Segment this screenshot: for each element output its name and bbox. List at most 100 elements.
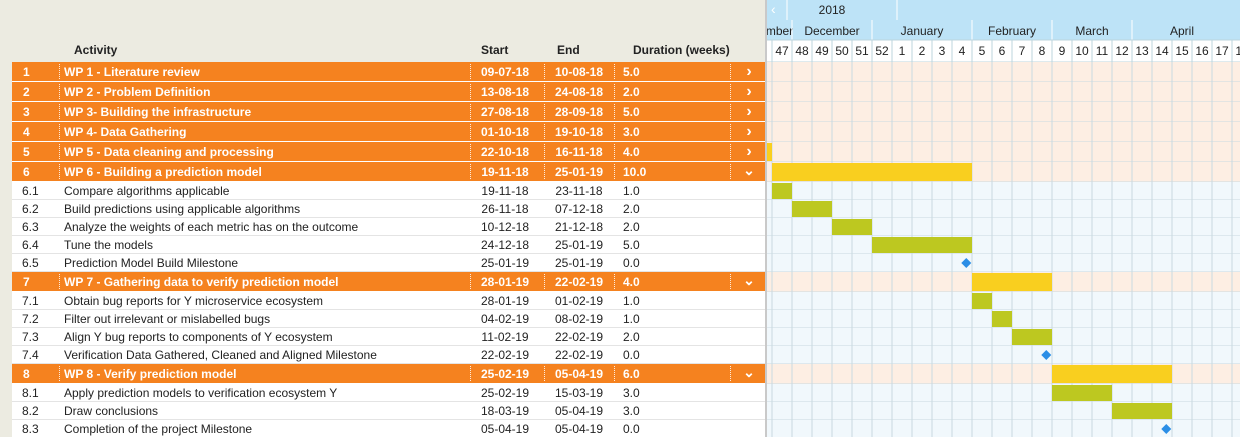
week-label: 11 xyxy=(1096,44,1109,58)
wp-row-3[interactable]: 3 WP 3- Building the infrastructure 27-08-… xyxy=(12,102,765,122)
row-activity: Compare algorithms applicable xyxy=(64,183,230,198)
chevron-right-icon[interactable]: › xyxy=(746,102,752,120)
chevron-down-icon[interactable]: ⌄ xyxy=(743,364,755,380)
wp-row-2[interactable]: 2 WP 2 - Problem Definition 13-08-18 24-08-… xyxy=(12,82,765,102)
row-end-date: 05-04-19 xyxy=(554,366,604,381)
row-number: 8.1 xyxy=(22,385,39,400)
task-bar[interactable] xyxy=(1112,403,1172,419)
gantt-row-band xyxy=(767,102,1240,122)
row-activity: Obtain bug reports for Y microservice ec… xyxy=(64,293,323,308)
gantt-row-band xyxy=(767,122,1240,142)
milestone-marker[interactable] xyxy=(1041,350,1052,360)
gantt-canvas[interactable]: ‹ 2018 mber December January February March Apr… xyxy=(767,0,1240,437)
milestone-marker[interactable] xyxy=(961,258,972,268)
task-bar[interactable] xyxy=(792,201,832,217)
column-separator xyxy=(730,64,731,79)
row-start-date: 27-08-18 xyxy=(480,104,530,119)
wp-row-4[interactable]: 4 WP 4- Data Gathering 01-10-18 19-10-18 3.0… xyxy=(12,122,765,142)
week-label: 16 xyxy=(1195,44,1209,58)
week-label: 17 xyxy=(1215,44,1229,58)
month-label: December xyxy=(804,24,859,38)
task-row-8-2[interactable]: 8.2 Draw conclusions 18-03-19 05-04-19 3.0 xyxy=(12,402,765,420)
header-activity[interactable]: Activity xyxy=(74,43,118,57)
row-start-date: 25-02-19 xyxy=(480,366,530,381)
wp-row-7[interactable]: 7 WP 7 - Gathering data to verify predict… xyxy=(12,272,765,292)
row-end-date: 01-02-19 xyxy=(554,293,604,308)
header-start[interactable]: Start xyxy=(481,43,509,57)
task-row-8-1[interactable]: 8.1 Apply prediction models to verificati… xyxy=(12,384,765,402)
wp-row-1[interactable]: 1 WP 1 - Literature review 09-07-18 10-08-1… xyxy=(12,62,765,82)
row-end-date: 22-02-19 xyxy=(554,329,604,344)
task-row-6-1[interactable]: 6.1 Compare algorithms applicable 19-11-18… xyxy=(12,182,765,200)
wp-bar[interactable] xyxy=(1052,365,1172,383)
task-bar[interactable] xyxy=(992,311,1012,327)
milestone-row-6-5[interactable]: 6.5 Prediction Model Build Milestone 25-01… xyxy=(12,254,765,272)
row-end-date: 24-08-18 xyxy=(554,84,604,99)
wp-row-8[interactable]: 8 WP 8 - Verify prediction model 25-02-19 0… xyxy=(12,364,765,384)
row-end-date: 05-04-19 xyxy=(554,403,604,418)
task-row-7-1[interactable]: 7.1 Obtain bug reports for Y microservice… xyxy=(12,292,765,310)
column-separator xyxy=(470,144,471,159)
chevron-down-icon[interactable]: ⌄ xyxy=(743,272,755,288)
week-label: 13 xyxy=(1135,44,1149,58)
column-separator xyxy=(470,366,471,381)
task-bar[interactable] xyxy=(872,237,972,253)
column-separator xyxy=(614,124,615,139)
row-number: 8.3 xyxy=(22,421,39,436)
milestone-row-8-3[interactable]: 8.3 Completion of the project Milestone 05… xyxy=(12,420,765,437)
chevron-right-icon[interactable]: › xyxy=(746,142,752,160)
task-row-7-2[interactable]: 7.2 Filter out irrelevant or mislabelled … xyxy=(12,310,765,328)
week-label: 2 xyxy=(919,44,926,58)
wp-row-6[interactable]: 6 WP 6 - Building a prediction model 19-11… xyxy=(12,162,765,182)
row-end-date: 21-12-18 xyxy=(554,219,604,234)
chevron-right-icon[interactable]: › xyxy=(746,82,752,100)
chevron-right-icon[interactable]: › xyxy=(746,62,752,80)
task-row-7-3[interactable]: 7.3 Align Y bug reports to components of … xyxy=(12,328,765,346)
header-end[interactable]: End xyxy=(557,43,580,57)
task-row-6-2[interactable]: 6.2 Build predictions using applicable al… xyxy=(12,200,765,218)
task-row-6-4[interactable]: 6.4 Tune the models 24-12-18 25-01-19 5.0 xyxy=(12,236,765,254)
row-number: 7.4 xyxy=(22,347,39,362)
gantt-chart[interactable]: ‹ 2018 mber December January February March Apr… xyxy=(765,0,1240,437)
gantt-row-band xyxy=(767,420,1240,437)
arrow-left-icon[interactable]: ‹ xyxy=(771,1,776,17)
row-number: 7.1 xyxy=(22,293,39,308)
scroll-left-area[interactable] xyxy=(767,0,787,20)
milestone-row-7-4[interactable]: 7.4 Verification Data Gathered, Cleaned a… xyxy=(12,346,765,364)
row-end-date: 10-08-18 xyxy=(554,64,604,79)
column-separator xyxy=(544,366,545,381)
week-bar xyxy=(767,40,1240,62)
task-row-6-3[interactable]: 6.3 Analyze the weights of each metric ha… xyxy=(12,218,765,236)
gantt-row-band xyxy=(767,62,1240,82)
wp-row-5[interactable]: 5 WP 5 - Data cleaning and processing 22-1… xyxy=(12,142,765,162)
task-bar[interactable] xyxy=(1012,329,1052,345)
wp-bar[interactable] xyxy=(772,163,972,181)
task-bar[interactable] xyxy=(832,219,872,235)
month-label: mber xyxy=(767,24,793,38)
column-separator xyxy=(59,164,60,179)
wp-bar[interactable] xyxy=(767,143,772,161)
row-start-date: 05-04-19 xyxy=(480,421,530,436)
row-number: 7 xyxy=(23,274,30,289)
task-bar[interactable] xyxy=(772,183,792,199)
row-end-date: 25-01-19 xyxy=(554,164,604,179)
row-activity: Draw conclusions xyxy=(64,403,159,418)
column-separator xyxy=(470,274,471,289)
header-duration[interactable]: Duration (weeks) xyxy=(633,43,730,57)
row-activity: WP 5 - Data cleaning and processing xyxy=(64,144,274,159)
task-bar[interactable] xyxy=(972,293,992,309)
milestone-marker[interactable] xyxy=(1161,424,1172,434)
row-number: 6.4 xyxy=(22,237,39,252)
week-label: 4 xyxy=(959,44,966,58)
row-start-date: 22-10-18 xyxy=(480,144,530,159)
gantt-row-band xyxy=(767,254,1240,272)
task-bar[interactable] xyxy=(1052,385,1112,401)
row-activity: Align Y bug reports to components of Y e… xyxy=(64,329,333,344)
row-number: 6.3 xyxy=(22,219,39,234)
chevron-right-icon[interactable]: › xyxy=(746,122,752,140)
chevron-down-icon[interactable]: ⌄ xyxy=(743,162,755,178)
wp-bar[interactable] xyxy=(972,273,1052,291)
column-separator xyxy=(470,84,471,99)
row-activity: WP 8 - Verify prediction model xyxy=(64,366,237,381)
column-separator xyxy=(614,64,615,79)
